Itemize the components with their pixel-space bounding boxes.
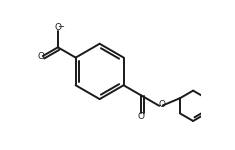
Text: O: O bbox=[138, 112, 145, 121]
Text: O: O bbox=[54, 23, 61, 32]
Text: −: − bbox=[58, 22, 65, 31]
Text: O: O bbox=[159, 100, 166, 109]
Text: O: O bbox=[37, 52, 44, 62]
